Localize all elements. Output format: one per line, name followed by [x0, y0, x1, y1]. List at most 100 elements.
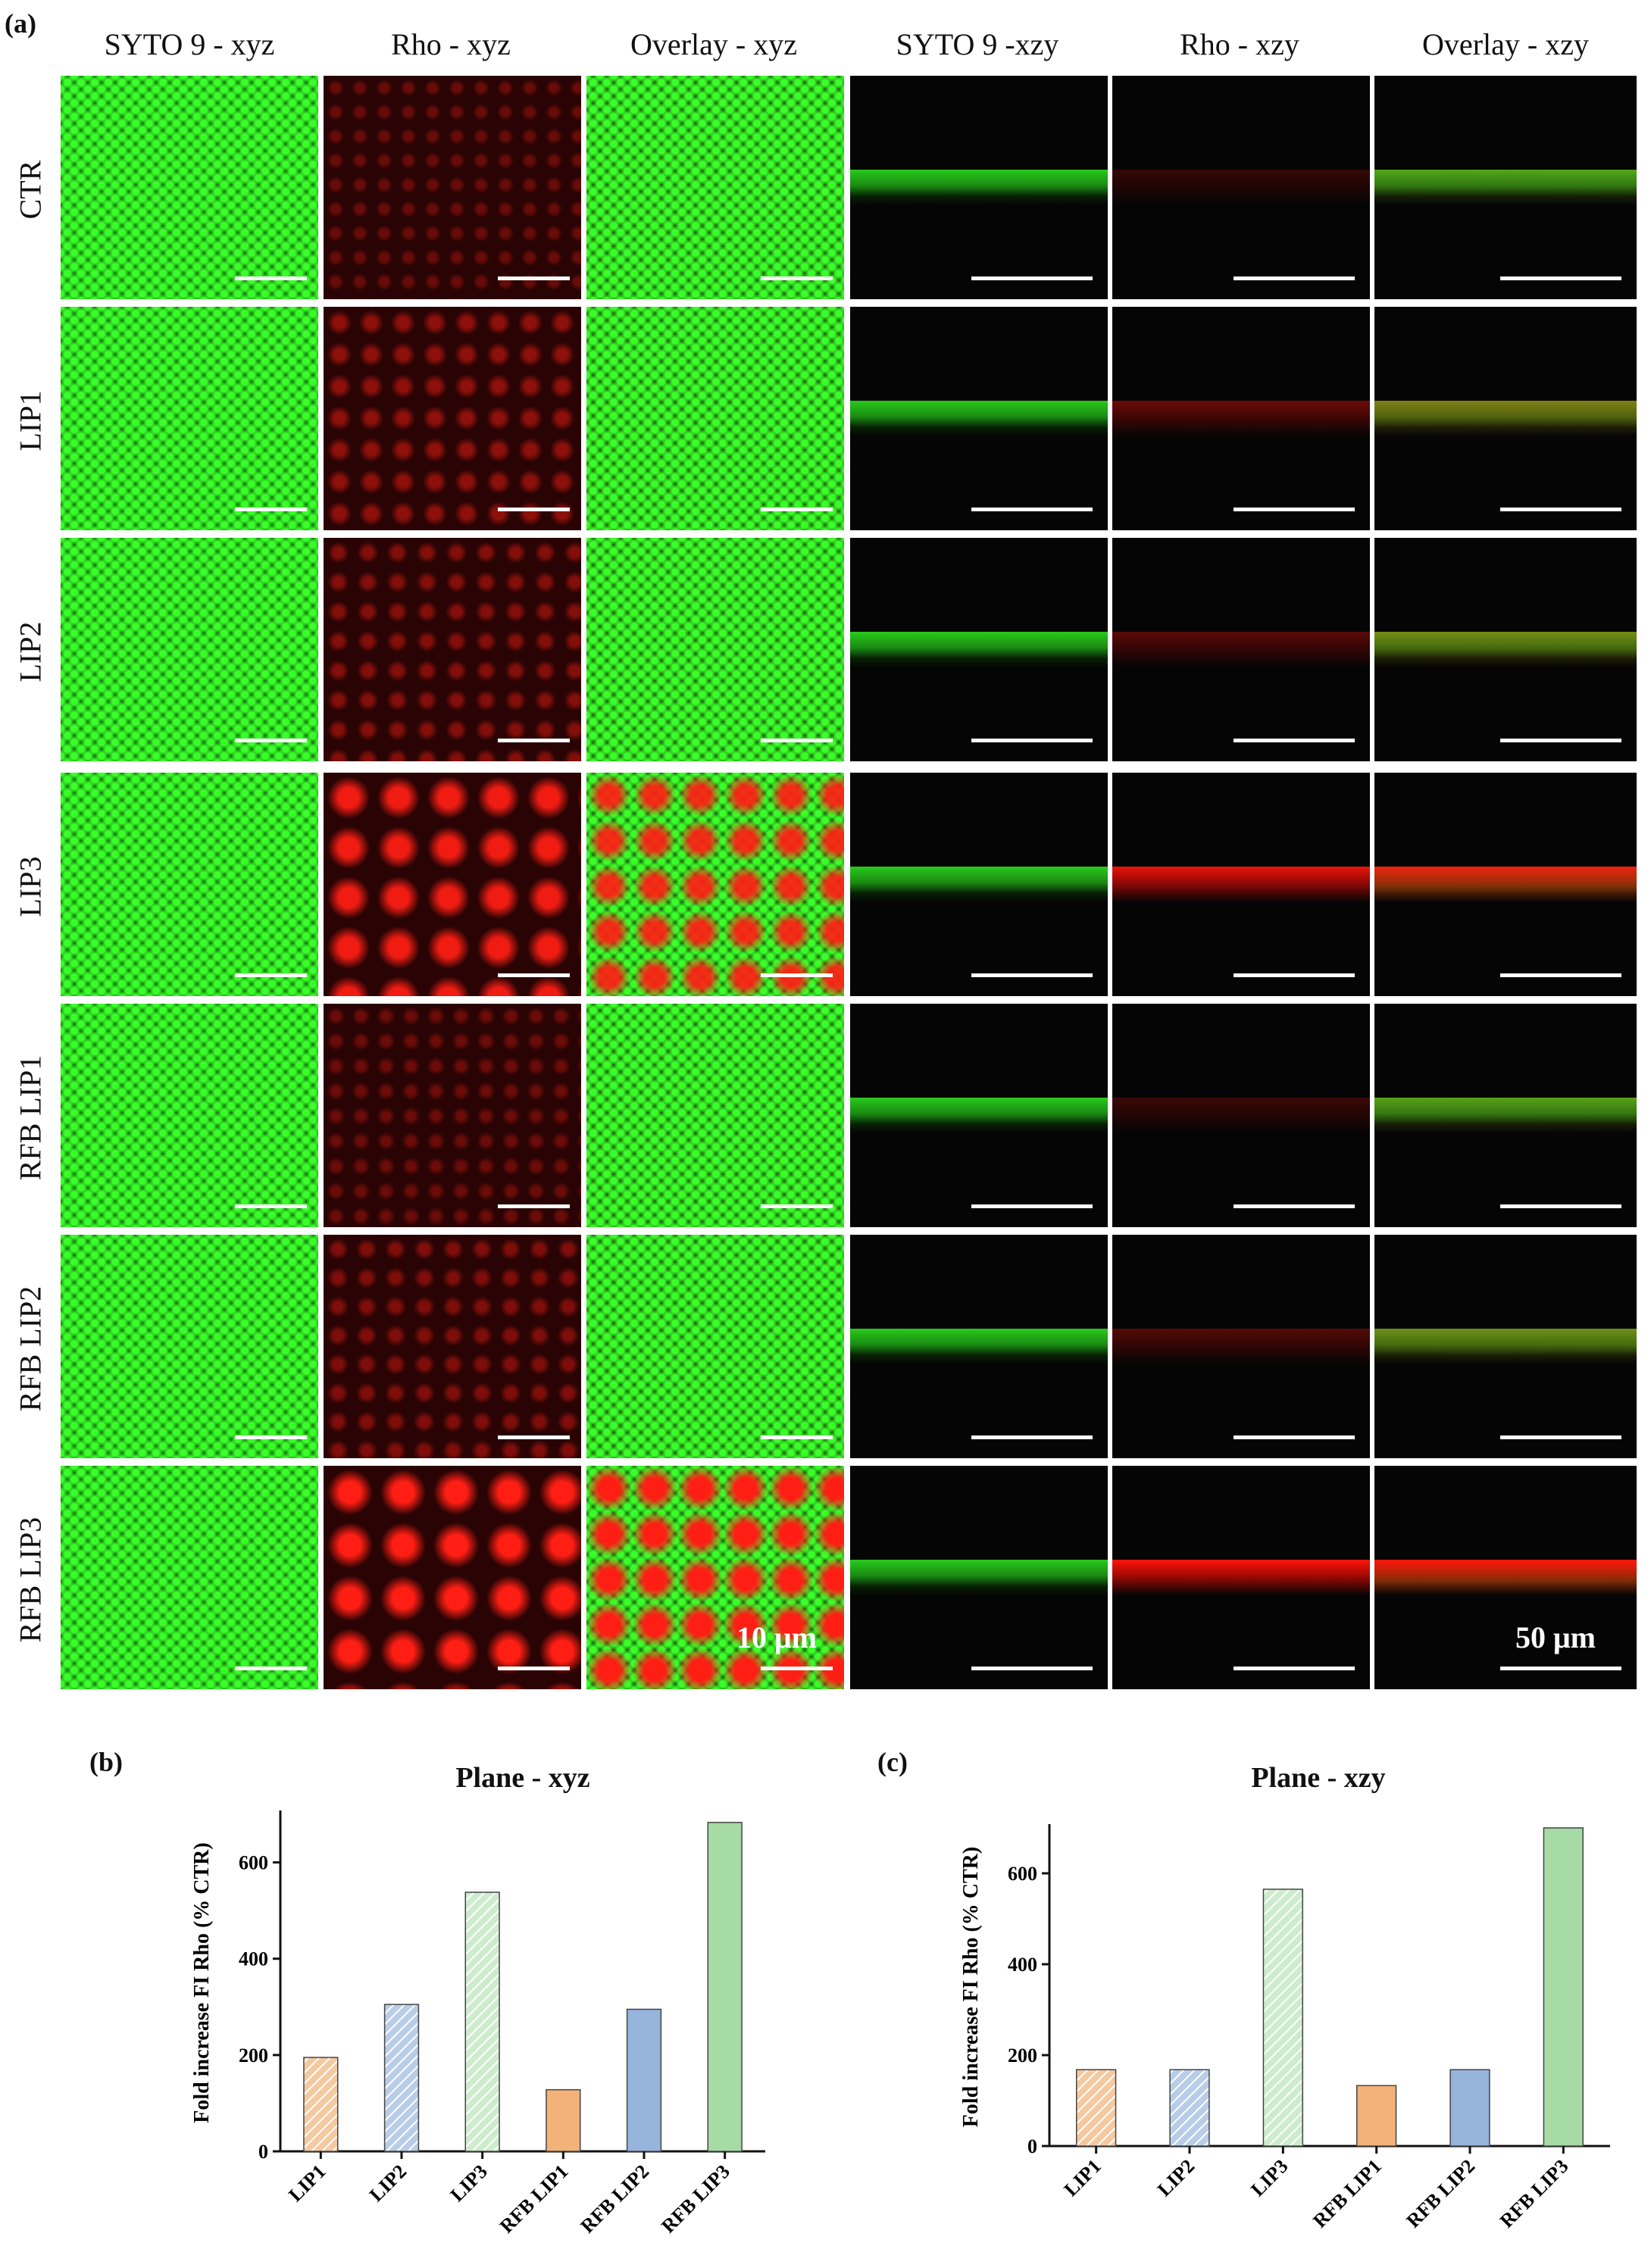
chart-b-title: Plane - xyz — [455, 1762, 590, 1794]
scale-bar — [971, 739, 1093, 742]
scale-bar — [1234, 739, 1355, 742]
micrograph-rfb-lip3-rho-xzy — [1112, 1466, 1370, 1689]
micrograph-lip1-overlay-xzy — [1374, 307, 1637, 530]
scale-label-10um: 10 μm — [736, 1620, 817, 1654]
row-label-lip1: LIP1 — [13, 390, 48, 451]
scale-bar — [498, 276, 570, 280]
micrograph-lip3-syto9-xyz — [61, 773, 318, 996]
biofilm-band-rfb-lip2-syto9-xzy — [850, 1328, 1108, 1365]
micrograph-rfb-lip3-overlay-xzy — [1374, 1466, 1637, 1689]
micrograph-lip1-overlay-xyz — [586, 307, 844, 530]
micrograph-lip3-syto9-xzy — [850, 773, 1108, 996]
scale-bar — [971, 973, 1093, 977]
x-tick-label: RFB LIP2 — [577, 2160, 654, 2238]
scale-bar — [1234, 508, 1355, 511]
x-tick-label: LIP3 — [1246, 2155, 1292, 2201]
scale-bar — [498, 508, 570, 511]
scale-bar — [1500, 508, 1621, 511]
biofilm-band-ctr-overlay-xzy — [1374, 169, 1637, 206]
chart-b-xyz: 0 200 400 600 Fold increase FI Rho (% CTR) LI… — [190, 1810, 765, 2238]
micrograph-ctr-overlay-xyz — [586, 76, 844, 299]
column-header-syto9-xzy: SYTO 9 -xzy — [896, 27, 1059, 61]
biofilm-band-lip3-overlay-xzy — [1374, 866, 1637, 903]
column-header-rho-xyz: Rho - xyz — [391, 27, 511, 61]
micrograph-ctr-rho-xzy — [1112, 76, 1370, 299]
micrograph-rfb-lip1-overlay-xyz — [586, 1004, 844, 1227]
scale-bar — [498, 1667, 570, 1670]
scale-bar — [235, 508, 307, 511]
scale-bar — [235, 1667, 307, 1670]
micrograph-ctr-rho-xyz — [324, 76, 581, 299]
micrograph-lip3-overlay-xzy — [1374, 773, 1637, 996]
panel-c-label: (c) — [877, 1747, 908, 1777]
micrograph-rfb-lip2-syto9-xyz — [61, 1235, 318, 1458]
biofilm-band-lip2-rho-xzy — [1112, 631, 1370, 668]
micrograph-lip2-overlay-xyz — [586, 538, 844, 761]
x-tick-label: RFB LIP1 — [496, 2160, 573, 2238]
biofilm-band-lip1-syto9-xzy — [850, 400, 1108, 437]
scale-bar — [1234, 1204, 1355, 1208]
scale-bar — [498, 1204, 570, 1208]
scale-bar — [1500, 973, 1621, 977]
micrograph-rfb-lip2-overlay-xyz — [586, 1235, 844, 1458]
biofilm-band-rfb-lip2-overlay-xzy — [1374, 1328, 1637, 1365]
scale-bar — [235, 276, 307, 280]
bar-6 — [1543, 1827, 1584, 2147]
biofilm-band-lip2-syto9-xzy — [850, 631, 1108, 668]
chart-c-xzy: 0 200 400 600 Fold increase FI Rho (% CTR) LI… — [959, 1824, 1610, 2232]
bar-1 — [303, 2057, 339, 2152]
micrograph-lip1-rho-xzy — [1112, 307, 1370, 530]
micrograph-lip2-syto9-xzy — [850, 538, 1108, 761]
row-label-rfb-lip2: RFB LIP2 — [13, 1286, 48, 1411]
biofilm-band-lip3-syto9-xzy — [850, 866, 1108, 903]
scale-bar — [1500, 1204, 1621, 1208]
y-axis-label: Fold increase FI Rho (% CTR) — [959, 1847, 983, 2127]
micrograph-rfb-lip1-rho-xzy — [1112, 1004, 1370, 1227]
bar-5 — [626, 2008, 662, 2152]
chart-c-title: Plane - xzy — [1251, 1762, 1386, 1794]
scale-bar — [761, 276, 833, 280]
bar-6 — [707, 1822, 743, 2152]
scale-bar — [1500, 276, 1621, 280]
micrograph-rfb-lip1-overlay-xzy — [1374, 1004, 1637, 1227]
biofilm-band-rfb-lip1-syto9-xzy — [850, 1097, 1108, 1134]
scale-bar — [1234, 1667, 1355, 1670]
micrograph-lip2-rho-xzy — [1112, 538, 1370, 761]
y-tick-label: 600 — [239, 1852, 268, 1874]
scale-bar — [761, 1435, 833, 1439]
x-tick-label: LIP1 — [1060, 2155, 1105, 2201]
y-tick-label: 200 — [239, 2045, 268, 2067]
x-tick-label: LIP2 — [365, 2160, 411, 2206]
column-header-overlay-xyz: Overlay - xyz — [630, 27, 797, 61]
row-label-ctr: CTR — [13, 160, 48, 219]
biofilm-band-rfb-lip3-syto9-xzy — [850, 1559, 1108, 1596]
scale-bar — [1234, 276, 1355, 280]
scale-bar — [1500, 1435, 1621, 1439]
row-label-lip3: LIP3 — [13, 856, 48, 917]
scale-bar — [761, 973, 833, 977]
scale-bar — [761, 1204, 833, 1208]
bar-5 — [1449, 2069, 1490, 2147]
biofilm-band-rfb-lip2-rho-xzy — [1112, 1328, 1370, 1365]
scale-label-50um: 50 μm — [1515, 1620, 1596, 1654]
biofilm-band-ctr-syto9-xzy — [850, 169, 1108, 206]
micrograph-lip2-rho-xyz — [324, 538, 581, 761]
x-tick-label: RFB LIP1 — [1309, 2155, 1386, 2232]
panel-a-label: (a) — [5, 8, 36, 39]
biofilm-band-rfb-lip1-rho-xzy — [1112, 1097, 1370, 1134]
micrograph-lip1-syto9-xyz — [61, 307, 318, 530]
micrograph-lip2-syto9-xyz — [61, 538, 318, 761]
scale-bar — [761, 739, 833, 742]
scale-bar — [1234, 973, 1355, 977]
x-tick-label: LIP3 — [446, 2160, 492, 2206]
y-tick-label: 0 — [258, 2141, 268, 2163]
scale-bar — [498, 973, 570, 977]
bar-2 — [383, 2004, 420, 2152]
panel-b-label: (b) — [89, 1747, 123, 1777]
micrograph-lip1-rho-xyz — [324, 307, 581, 530]
micrograph-rfb-lip2-overlay-xzy — [1374, 1235, 1637, 1458]
column-header-syto9-xyz: SYTO 9 - xyz — [104, 27, 275, 61]
micrograph-rfb-lip3-overlay-xyz — [586, 1466, 844, 1689]
scale-bar — [235, 739, 307, 742]
scale-bar — [761, 1667, 833, 1670]
